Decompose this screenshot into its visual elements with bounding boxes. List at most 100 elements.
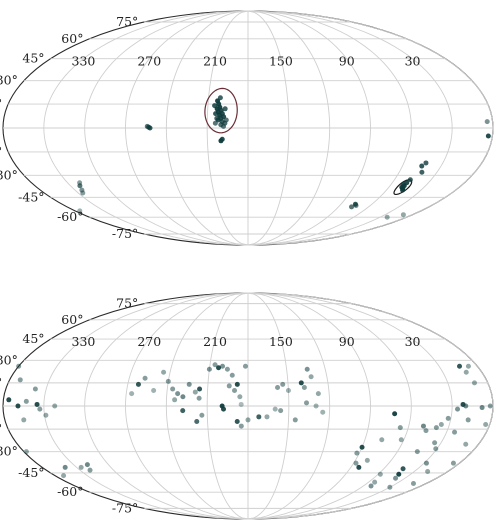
data-point [353, 460, 359, 466]
data-point [221, 123, 226, 129]
data-point [396, 471, 402, 477]
data-point [237, 394, 243, 400]
data-point [212, 362, 218, 368]
meridian-line [247, 292, 290, 520]
data-point [219, 136, 225, 142]
data-point [387, 484, 393, 490]
data-point [23, 449, 29, 455]
data-point [180, 408, 186, 414]
confidence-contour [204, 87, 238, 134]
ra-tick-label: 210 [203, 334, 227, 349]
dec-tick-label: -30° [0, 167, 18, 182]
dec-tick-label: 30° [0, 352, 18, 367]
data-point [471, 380, 477, 386]
dec-tick-label: 60° [61, 312, 83, 327]
data-point [32, 386, 38, 392]
ra-tick-label: 30 [405, 54, 421, 69]
data-point [214, 115, 220, 121]
data-point [221, 406, 227, 412]
data-point [484, 119, 490, 125]
data-point [398, 437, 404, 443]
data-point [377, 471, 383, 477]
data-point [196, 395, 202, 401]
dec-tick-label: -75° [112, 226, 138, 241]
ra-tick-label: 330 [72, 334, 96, 349]
meridian-line [165, 10, 249, 246]
data-point [423, 160, 429, 166]
data-point [487, 403, 493, 409]
dec-tick-label: -45° [18, 189, 44, 204]
ra-tick-label: 150 [269, 334, 293, 349]
data-point [308, 374, 314, 380]
data-point [220, 363, 226, 369]
data-point [285, 388, 291, 394]
meridian-line [247, 10, 371, 246]
meridian-line [247, 292, 412, 520]
data-point [52, 403, 58, 409]
meridian-line [125, 10, 249, 246]
meridian-line [247, 10, 290, 246]
dec-tick-label: 45° [22, 331, 44, 346]
data-point [400, 212, 406, 218]
data-point [420, 423, 426, 429]
meridian-line [247, 292, 494, 520]
data-point [264, 414, 270, 420]
data-point [37, 406, 43, 412]
ra-tick-label: 210 [203, 54, 227, 69]
data-point [245, 417, 251, 423]
data-points [6, 362, 493, 490]
dec-tick-label: 30° [0, 73, 18, 88]
meridian-line [43, 292, 249, 520]
data-point [234, 418, 240, 424]
dec-tick-label: 45° [22, 51, 44, 66]
data-point [410, 480, 416, 486]
data-point [320, 409, 326, 415]
ra-tick-label: 330 [72, 54, 96, 69]
data-point [379, 437, 385, 443]
ra-tick-label: 30 [405, 334, 421, 349]
meridian-line [247, 292, 453, 520]
data-point [465, 417, 471, 423]
data-point [280, 381, 286, 387]
data-point [172, 397, 178, 403]
data-point [212, 120, 218, 126]
data-point [232, 388, 238, 394]
data-points [77, 95, 491, 220]
data-point [372, 479, 378, 485]
data-point [61, 473, 67, 479]
data-point [213, 111, 219, 117]
data-point [485, 133, 491, 139]
data-point [229, 372, 235, 378]
graticule [3, 292, 494, 520]
data-point [170, 386, 176, 392]
data-point [479, 405, 485, 411]
graticule [3, 10, 494, 246]
data-point [23, 398, 29, 404]
data-point [226, 383, 232, 389]
data-point [146, 124, 152, 130]
data-point [180, 394, 186, 400]
data-point [272, 406, 278, 412]
meridian-line [125, 292, 249, 520]
data-point [400, 181, 406, 187]
meridian-line [247, 10, 453, 246]
data-point [223, 117, 229, 123]
ra-tick-label: 90 [339, 334, 355, 349]
bottom-sky-map: 270210150903033075°60°45°30°15°0°-15°-30… [0, 292, 494, 520]
data-point [234, 381, 240, 387]
data-point [359, 444, 365, 450]
data-point [242, 363, 248, 369]
data-point [298, 380, 304, 386]
data-point [384, 214, 390, 220]
meridian-line [84, 292, 249, 520]
data-point [275, 384, 281, 390]
meridian-line [247, 10, 412, 246]
meridian-line [247, 10, 331, 246]
data-point [349, 204, 355, 210]
data-point [368, 483, 374, 489]
data-point [356, 464, 362, 470]
data-point [301, 384, 307, 390]
data-point [6, 397, 12, 403]
data-point [77, 208, 83, 214]
data-point [463, 441, 469, 447]
